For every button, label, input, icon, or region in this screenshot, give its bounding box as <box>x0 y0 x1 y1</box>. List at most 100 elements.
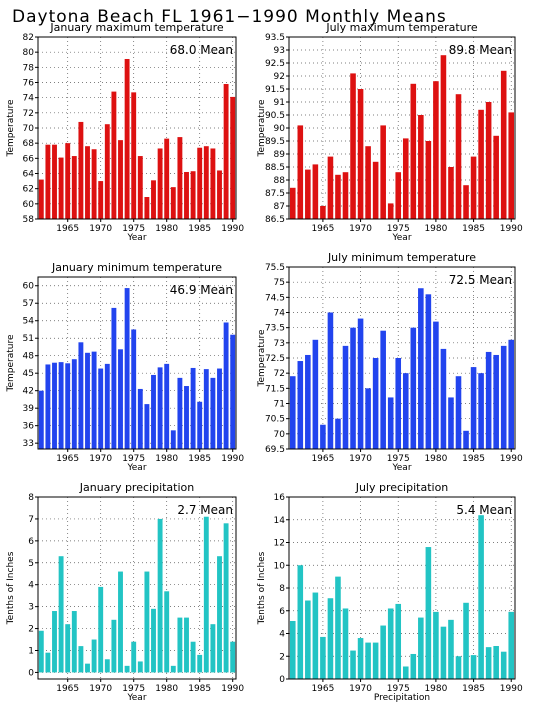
bar-1988 <box>493 354 499 449</box>
x-axis-label: Year <box>126 693 146 703</box>
bar-1981 <box>170 665 176 673</box>
y-tick-label: 57 <box>23 299 34 309</box>
bar-1985 <box>197 654 203 673</box>
bar-1970 <box>357 89 364 219</box>
bar-1979 <box>157 518 163 673</box>
bar-1964 <box>58 556 64 673</box>
bar-1969 <box>350 650 356 679</box>
bar-1971 <box>365 388 371 449</box>
y-tick-label: 88 <box>274 176 286 186</box>
bar-1963 <box>52 144 57 219</box>
bar-1966 <box>327 598 334 679</box>
y-tick-label: 91.5 <box>265 85 285 95</box>
y-tick-label: 45 <box>23 369 34 379</box>
bar-1967 <box>78 646 84 673</box>
y-tick-label: 66 <box>23 154 35 164</box>
bar-1978 <box>418 288 424 449</box>
y-axis-label: Temperature <box>6 334 16 392</box>
x-tick-label: 1980 <box>424 454 447 464</box>
bar-1971 <box>104 659 110 673</box>
bar-1965 <box>320 636 326 679</box>
bar-1975 <box>131 329 137 449</box>
y-tick-label: 74.5 <box>265 293 285 303</box>
chart-panel-6: 0 2 4 6 8 10 12 14 16 1965 1970 1975 1980 1985 1990 Jul… <box>257 481 523 703</box>
bar-1976 <box>137 661 143 673</box>
bar-1986 <box>478 373 484 449</box>
x-tick-label: 1970 <box>89 454 112 464</box>
x-tick-label: 1975 <box>122 684 145 694</box>
bar-1971 <box>365 642 371 679</box>
x-tick-label: 1965 <box>56 684 79 694</box>
x-tick-label: 1990 <box>221 684 244 694</box>
x-tick-label: 1965 <box>311 224 334 234</box>
y-tick-label: 39 <box>23 404 35 414</box>
bar-1983 <box>184 171 189 219</box>
x-tick-label: 1975 <box>387 684 410 694</box>
bar-1982 <box>177 137 183 219</box>
bar-1973 <box>118 571 123 673</box>
bar-1981 <box>170 187 176 219</box>
bar-1984 <box>463 430 469 449</box>
bar-1967 <box>78 121 84 219</box>
x-tick-label: 1980 <box>155 224 178 234</box>
bar-1979 <box>425 294 432 449</box>
bar-1972 <box>111 91 117 219</box>
y-tick-label: 92 <box>274 72 285 82</box>
bar-1983 <box>455 656 462 679</box>
bar-1987 <box>210 377 216 449</box>
bar-1963 <box>52 611 57 673</box>
bar-1966 <box>71 359 77 449</box>
x-axis-label: Year <box>391 233 411 243</box>
x-tick-label: 1965 <box>56 454 79 464</box>
bar-1985 <box>470 367 477 449</box>
bar-1978 <box>418 617 424 679</box>
bar-1986 <box>203 516 209 673</box>
bar-1985 <box>197 401 203 449</box>
figure-title: Daytona Beach FL 1961−1990 Monthly Means <box>12 7 447 27</box>
bar-1982 <box>177 377 183 449</box>
y-tick-label: 72.5 <box>265 354 285 364</box>
x-tick-label: 1970 <box>89 224 112 234</box>
bar-1989 <box>223 523 229 673</box>
x-tick-label: 1980 <box>155 684 178 694</box>
bar-1961 <box>289 187 296 219</box>
bar-1968 <box>85 352 90 449</box>
bar-1975 <box>131 92 137 219</box>
y-tick-label: 88.5 <box>265 163 285 173</box>
y-tick-label: 91 <box>274 98 285 108</box>
y-tick-label: 4 <box>279 630 285 640</box>
bar-1981 <box>440 348 447 449</box>
bar-1961 <box>38 630 44 673</box>
x-tick-label: 1985 <box>462 684 485 694</box>
bar-1984 <box>190 171 196 219</box>
bar-1977 <box>144 197 150 219</box>
x-axis-label: Year <box>391 463 411 473</box>
bar-1986 <box>203 369 209 449</box>
y-tick-label: 62 <box>23 185 34 195</box>
bar-1967 <box>335 174 341 219</box>
y-tick-label: 0 <box>279 675 285 685</box>
x-tick-label: 1975 <box>387 224 410 234</box>
y-tick-label: 54 <box>23 317 35 327</box>
y-tick-label: 1 <box>28 646 34 656</box>
x-tick-label: 1970 <box>349 684 372 694</box>
y-tick-label: 6 <box>279 607 285 617</box>
bar-1985 <box>470 655 477 679</box>
bar-1975 <box>395 603 402 679</box>
bar-1973 <box>380 330 386 449</box>
bar-1977 <box>144 404 150 449</box>
bar-1961 <box>38 179 44 219</box>
chart-panel-3: 33 36 39 42 45 48 51 54 57 60 1965 1970 1975 1980 1985… <box>6 261 244 473</box>
x-tick-label: 1985 <box>462 454 485 464</box>
bar-1962 <box>297 565 304 679</box>
bar-1980 <box>433 81 439 219</box>
bar-1983 <box>455 376 462 449</box>
bar-1988 <box>493 646 499 679</box>
mean-label: 72.5 Mean <box>449 273 512 287</box>
bar-1962 <box>297 125 304 219</box>
bar-1970 <box>357 638 364 679</box>
bar-1968 <box>342 172 349 219</box>
bar-1961 <box>289 620 296 679</box>
bar-1972 <box>111 307 117 449</box>
y-tick-label: 14 <box>274 516 286 526</box>
